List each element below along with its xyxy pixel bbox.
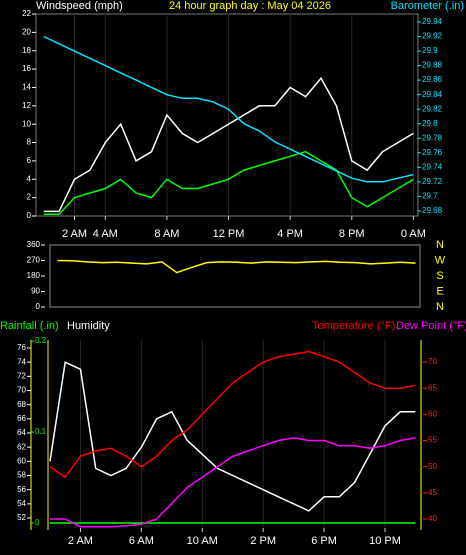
chart-title: 24 hour graph day : May 04 2026 <box>169 0 331 12</box>
legend-entry: Humidity <box>67 320 110 332</box>
y-tick-label: 16 <box>22 64 31 73</box>
y-tick-label: 270 <box>27 256 41 265</box>
y-tick-label: 18 <box>22 46 31 55</box>
y2-tick-label: 29.72 <box>422 177 443 186</box>
y-tick-label: 10 <box>22 119 31 128</box>
y-tick-label: 72 <box>17 371 26 380</box>
y2-tick-label: 29.76 <box>422 148 443 157</box>
y2-tick-label: 40 <box>428 514 437 523</box>
legend-entry: Temperature (°F) <box>312 320 395 332</box>
series-line <box>57 259 416 274</box>
compass-label: N <box>436 239 444 251</box>
x-tick-label: 8 AM <box>154 228 179 240</box>
y-tick-label: 8 <box>27 138 32 147</box>
y-tick-label: 90 <box>31 287 40 296</box>
y-tick-label: 74 <box>17 357 26 366</box>
x-tick-label: 6 AM <box>129 535 154 547</box>
y2-tick-label: 29.9 <box>422 46 438 55</box>
y3-tick-label: 0.2 <box>35 336 47 345</box>
plot-frame <box>35 13 419 217</box>
y2-tick-label: 55 <box>428 436 437 445</box>
x-tick-label: 8 PM <box>339 228 365 240</box>
y-tick-label: 12 <box>22 101 31 110</box>
x-tick-label: 12 PM <box>213 228 245 240</box>
y-tick-label: 62 <box>17 442 26 451</box>
y2-tick-label: 29.68 <box>422 206 443 215</box>
compass-label: N <box>436 301 444 313</box>
series-line <box>43 76 414 213</box>
barometer-axis-label: Barometer (.in) <box>391 0 464 12</box>
series-line <box>49 350 416 479</box>
y-tick-label: 4 <box>27 174 32 183</box>
y-tick-label: 56 <box>17 485 26 494</box>
y-tick-label: 14 <box>22 83 31 92</box>
y-tick-label: 0 <box>27 211 32 220</box>
x-tick-label: 4 PM <box>277 228 303 240</box>
y2-tick-label: 70 <box>428 357 437 366</box>
y-tick-label: 180 <box>27 271 41 280</box>
y-tick-label: 20 <box>22 27 31 36</box>
y-tick-label: 76 <box>17 343 26 352</box>
y-tick-label: 68 <box>17 400 26 409</box>
x-tick-label: 10 AM <box>187 535 218 547</box>
legend-entry: Rainfall (.in) <box>0 320 59 332</box>
y2-tick-label: 50 <box>428 462 437 471</box>
compass-label: E <box>436 285 443 297</box>
y2-tick-label: 29.74 <box>422 162 443 171</box>
series-line <box>49 361 416 512</box>
y2-tick-label: 29.94 <box>422 17 443 26</box>
wind-axis-label: Windspeed (mph) <box>36 0 123 12</box>
y2-tick-label: 29.84 <box>422 90 443 99</box>
x-tick-label: 2 AM <box>68 535 93 547</box>
y2-tick-label: 29.88 <box>422 61 443 70</box>
y2-tick-label: 29.82 <box>422 104 443 113</box>
y2-tick-label: 60 <box>428 409 437 418</box>
y-tick-label: 66 <box>17 414 26 423</box>
y2-tick-label: 29.8 <box>422 119 438 128</box>
plot-frame <box>49 244 421 308</box>
y-tick-label: 70 <box>17 386 26 395</box>
y-tick-label: 64 <box>17 428 26 437</box>
x-tick-label: 10 PM <box>369 535 401 547</box>
legend-entry: Dew Point (°F) <box>396 320 466 332</box>
x-tick-label: 2 PM <box>250 535 276 547</box>
x-tick-label: 6 PM <box>311 535 337 547</box>
series-line <box>43 150 414 215</box>
y2-tick-label: 29.86 <box>422 75 443 84</box>
y2-tick-label: 65 <box>428 383 437 392</box>
y-tick-label: 22 <box>22 9 31 18</box>
x-tick-label: 4 AM <box>93 228 118 240</box>
y-tick-label: 2 <box>27 193 32 202</box>
y2-tick-label: 45 <box>428 488 437 497</box>
y-tick-label: 60 <box>17 456 26 465</box>
series-line <box>50 437 416 528</box>
y2-tick-label: 29.78 <box>422 133 443 142</box>
x-tick-label: 2 AM <box>62 228 87 240</box>
y3-tick-label: 0 <box>35 518 40 527</box>
y-tick-label: 58 <box>17 471 26 480</box>
y2-tick-label: 29.92 <box>422 32 443 41</box>
compass-label: S <box>436 270 443 282</box>
y-tick-label: 52 <box>17 513 26 522</box>
compass-label: W <box>435 254 446 266</box>
x-tick-label: 0 AM <box>401 228 426 240</box>
y-tick-label: 54 <box>17 499 26 508</box>
y2-tick-label: 29.7 <box>422 191 438 200</box>
y3-tick-label: 0.1 <box>35 427 47 436</box>
y-tick-label: 6 <box>27 156 32 165</box>
y-tick-label: 0 <box>36 302 41 311</box>
y-tick-label: 360 <box>27 240 41 249</box>
series-line <box>43 35 414 183</box>
